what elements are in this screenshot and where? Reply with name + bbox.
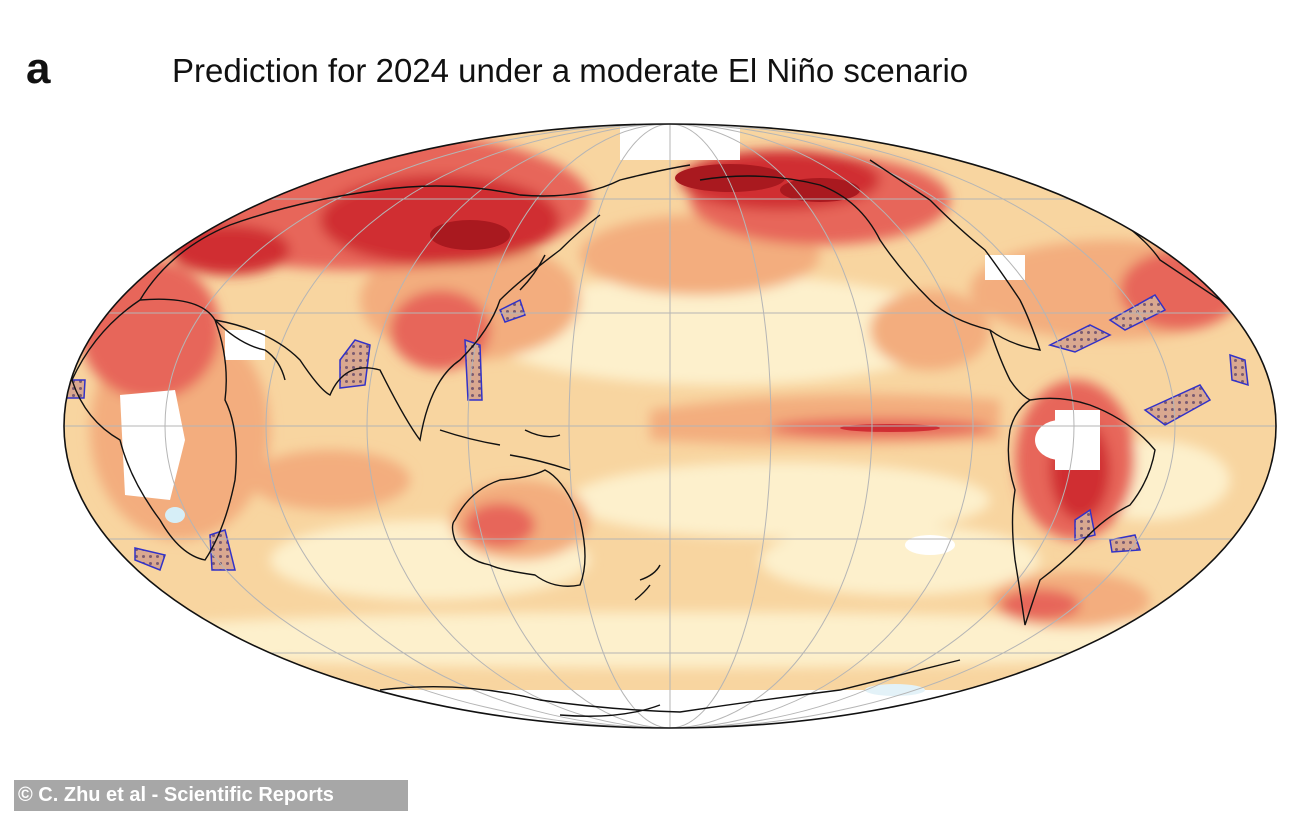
coastlines [71,159,1256,717]
missing-southeast-pacific [905,535,955,555]
orange-north-america [870,290,990,370]
map-title: Prediction for 2024 under a moderate El … [172,52,969,89]
red-north-africa [80,260,220,400]
darkest-siberia [430,220,510,250]
coast-north-america [699,159,1042,351]
hatch-north-atlantic-1 [1047,324,1112,353]
credit-caption: © C. Zhu et al - Scientific Reports [14,780,408,811]
panel-label: a [26,44,51,93]
coast-south-america [1007,397,1156,626]
red-central-australia [465,503,535,547]
cold-spot-antarctic [865,684,925,696]
coast-eurasia-north [139,164,691,301]
darkest-arctic-2 [780,178,860,202]
deep-red-siberia [320,175,560,265]
hatch-west-africa [1229,353,1249,387]
coast-australia [451,469,586,587]
pale-north-pacific [480,275,960,385]
coast-new-zealand [634,564,661,601]
coast-japan [519,254,546,291]
hatch-south-america [1074,508,1096,541]
red-south-atlantic-spot [1000,589,1080,621]
coast-antarctic-peninsula [559,704,661,717]
el-nino-peak [840,424,940,432]
missing-pole [620,124,740,160]
coast-central-america [989,329,1031,401]
hatch-japan [499,298,526,323]
pale-south-pacific [570,462,990,538]
hatch-south-africa [134,547,166,571]
cold-spot-africa [165,507,185,523]
hatch-central-atlantic [1143,384,1212,426]
map-boundary [63,123,1277,729]
deep-red-europe [170,225,290,275]
coast-africa [71,298,237,561]
temperature-field [64,124,1276,728]
hatch-philippines [464,338,483,401]
coast-arabia [214,319,286,381]
hatch-india [339,339,371,389]
pale-southeast-pacific [760,525,1040,595]
coast-indonesia [439,429,571,471]
coast-antarctica [379,659,961,713]
coast-south-asia [214,214,601,442]
darkest-arctic-1 [675,164,785,192]
orange-indian-band [250,450,410,510]
missing-sahara [120,390,185,500]
